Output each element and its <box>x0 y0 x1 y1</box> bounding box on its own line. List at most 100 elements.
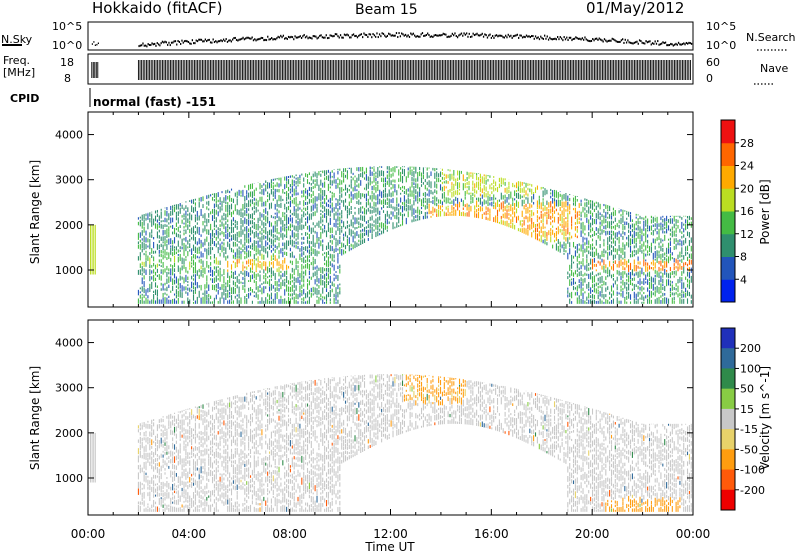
nsky-point <box>306 35 308 38</box>
nsky-point <box>599 38 602 41</box>
nsky-point <box>655 42 658 45</box>
nsky-point <box>148 43 151 46</box>
nsky-point <box>433 34 435 37</box>
nsky-point <box>289 36 291 39</box>
nsky-point <box>518 36 520 39</box>
nsky-point <box>226 40 229 43</box>
freq-strip: Freq. [MHz] 18 8 60 0 Nave <box>3 53 788 85</box>
nsky-point <box>352 33 355 36</box>
nsky-point <box>677 41 680 44</box>
nsky-point <box>501 34 503 37</box>
nsky-point <box>411 33 413 36</box>
nsky-point <box>628 41 630 44</box>
nsky-point <box>658 43 660 46</box>
nsky-point <box>194 42 196 45</box>
nsky-point <box>463 32 465 35</box>
nsky-point <box>416 35 418 38</box>
nsky-point <box>583 38 585 41</box>
nsky-point <box>94 44 96 46</box>
nsky-point <box>511 36 513 39</box>
nsky-point <box>267 35 269 38</box>
nsky-point <box>222 38 225 41</box>
nsky-point <box>143 44 145 47</box>
nsky-point <box>264 38 266 41</box>
freq-label-2: [MHz] <box>3 66 35 79</box>
nsky-point <box>384 34 386 37</box>
nsky-point <box>401 32 403 35</box>
nsky-point <box>280 34 282 37</box>
nsky-point <box>251 36 253 39</box>
nsky-point <box>239 38 242 41</box>
nsky-point <box>360 33 363 36</box>
nsky-point <box>265 39 268 42</box>
nsky-point <box>285 36 287 39</box>
nsky-point <box>622 38 624 41</box>
nsky-point <box>479 34 481 37</box>
nsky-point <box>449 35 451 38</box>
nsky-point <box>277 35 279 38</box>
freq-trace <box>91 60 691 80</box>
nsky-point <box>319 34 321 37</box>
nsky-point <box>278 36 281 39</box>
nsky-point <box>343 33 346 36</box>
nsky-right-tick-top: 10^5 <box>706 20 736 33</box>
nsky-point <box>544 34 546 37</box>
nsky-point <box>386 34 389 37</box>
nsky-point <box>241 37 243 40</box>
nsky-point <box>533 37 535 40</box>
nsky-point <box>684 43 686 46</box>
nsky-point <box>589 40 591 43</box>
nsky-point <box>485 34 487 37</box>
nsky-point <box>263 39 265 42</box>
nsky-point <box>358 34 360 37</box>
nsky-frame <box>87 21 694 51</box>
nsky-point <box>272 38 274 41</box>
nsky-point <box>666 44 668 47</box>
nsky-point <box>293 38 295 41</box>
nsky-point <box>545 37 547 40</box>
freq-tick-bottom: 8 <box>64 72 71 85</box>
nsky-point <box>180 42 182 45</box>
nsky-point <box>247 36 249 39</box>
nsky-point <box>156 42 158 45</box>
nsky-point <box>258 38 260 41</box>
nsky-point <box>689 42 691 45</box>
nsky-point <box>662 41 664 44</box>
nsky-point <box>268 38 270 41</box>
nsky-point <box>282 34 285 37</box>
nsky-point <box>489 33 491 36</box>
nsky-point <box>359 33 361 36</box>
nsky-point <box>372 33 374 36</box>
nsky-point <box>549 36 551 39</box>
nsky-point <box>519 34 521 37</box>
nsky-point <box>649 40 651 43</box>
colorbar-segment <box>721 211 735 235</box>
y-tick-label: 4000 <box>55 129 83 142</box>
nsky-point <box>182 41 184 44</box>
nsky-point <box>261 37 264 40</box>
nsky-point <box>172 41 174 44</box>
nsky-point <box>502 36 504 39</box>
nsky-point <box>287 35 290 38</box>
nsky-tick-top: 10^5 <box>52 20 82 33</box>
nsky-point <box>329 34 331 37</box>
nsky-point <box>605 39 607 42</box>
nsky-point <box>572 37 574 40</box>
nsky-point <box>302 35 304 38</box>
nsky-point <box>559 36 561 39</box>
nsky-point <box>349 36 351 39</box>
nsky-point <box>330 34 333 37</box>
freq-right-tick-bottom: 0 <box>706 72 713 85</box>
nsky-point <box>437 34 439 37</box>
nsky-point <box>151 42 153 45</box>
nsky-point <box>202 40 204 43</box>
nsky-point <box>237 39 239 42</box>
date-label: 01/May/2012 <box>586 0 684 17</box>
nsky-point <box>636 40 638 43</box>
nsky-point <box>654 40 656 43</box>
nsky-point <box>389 33 391 36</box>
nsky-point <box>238 38 240 41</box>
nsky-point <box>323 36 325 39</box>
nsky-point <box>394 34 396 37</box>
